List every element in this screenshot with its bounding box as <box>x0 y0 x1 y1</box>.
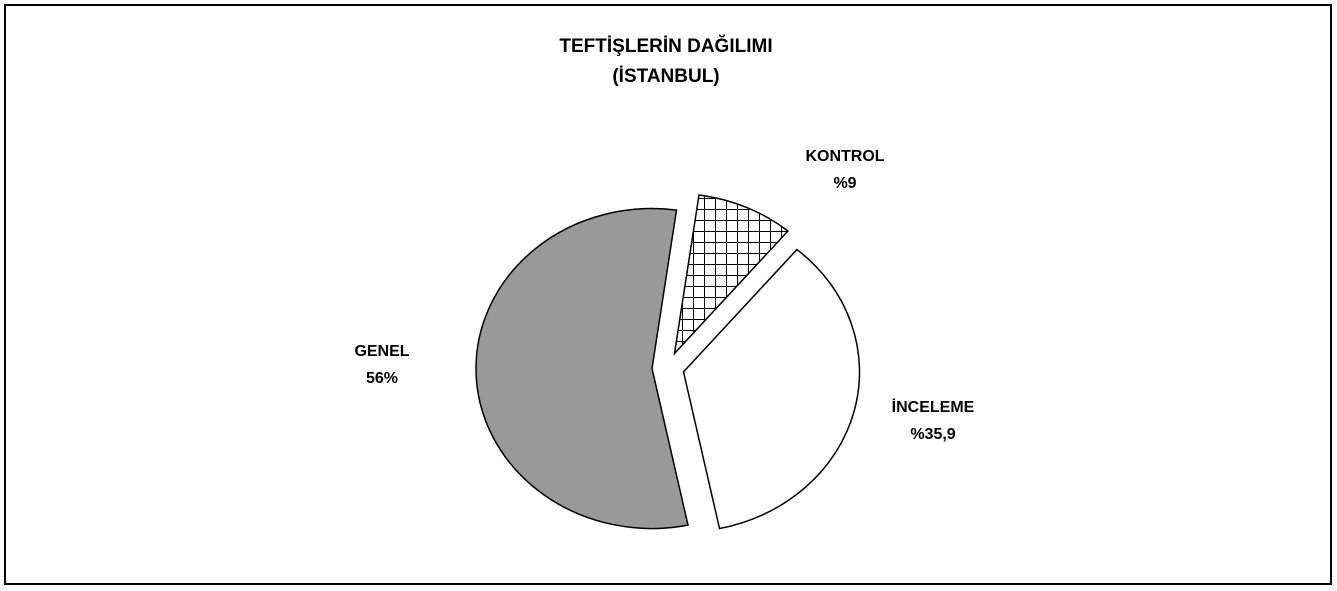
slice-label: KONTROL <box>805 148 884 165</box>
pie-slice <box>673 194 790 356</box>
slice-value-label: 56% <box>366 370 398 387</box>
slice-label: GENEL <box>354 343 409 360</box>
pie-slice <box>475 207 689 530</box>
slice-value-label: %35,9 <box>910 426 955 443</box>
chart-title: TEFTİŞLERİN DAĞILIMI <box>559 35 772 57</box>
pie-slice <box>682 248 861 530</box>
slice-value-label: %9 <box>833 175 856 192</box>
slice-label: İNCELEME <box>892 398 975 416</box>
chart-subtitle: (İSTANBUL) <box>612 66 719 87</box>
